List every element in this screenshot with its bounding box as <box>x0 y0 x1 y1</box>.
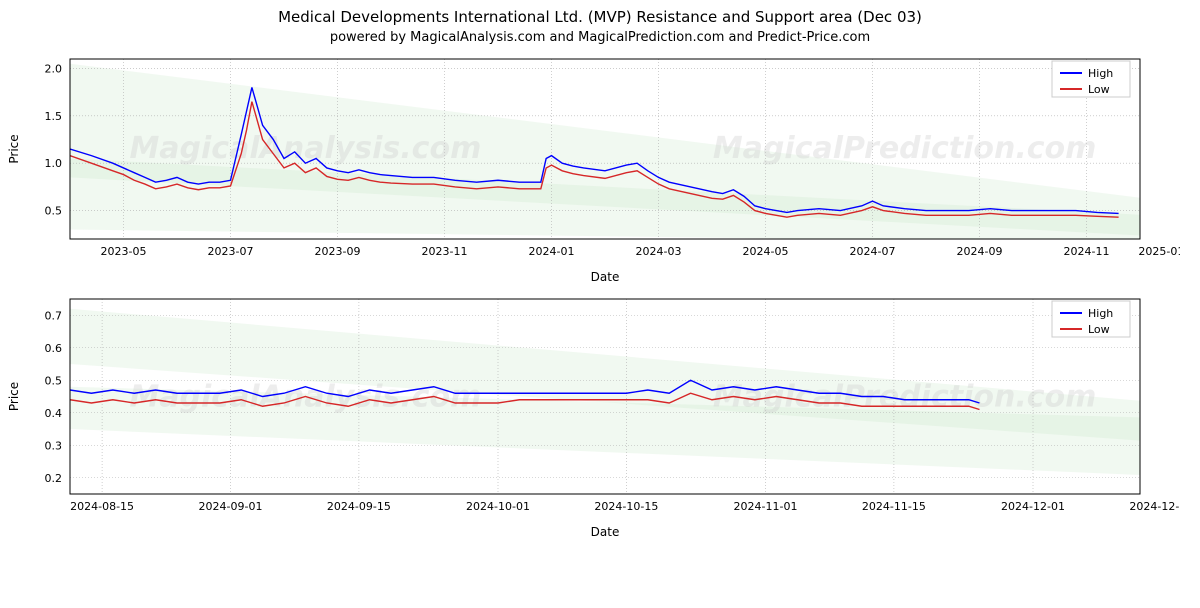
x-tick-label: 2024-07 <box>850 245 896 258</box>
x-tick-label: 2024-01 <box>529 245 575 258</box>
y-tick-label: 0.6 <box>45 342 63 355</box>
x-tick-label: 2023-09 <box>315 245 361 258</box>
x-tick-label: 2024-05 <box>743 245 789 258</box>
chart-2-svg: 0.2 0.3 0.4 0.5 0.6 0.7 2024-08-15 2024-09-01 20… <box>0 289 1180 544</box>
x-tick-label: 2024-10-15 <box>594 500 658 513</box>
chart-2-container: 0.2 0.3 0.4 0.5 0.6 0.7 2024-08-15 2024-09-01 20… <box>0 289 1200 544</box>
y-tick-label: 1.0 <box>45 157 63 170</box>
chart-1-svg: 0.5 1.0 1.5 2.0 2023-05 2023-07 2023-09 2023-11… <box>0 49 1180 289</box>
watermark-left: MagicalAnalysis.com <box>129 131 481 166</box>
y-tick-label: 0.4 <box>45 407 63 420</box>
x-tick-label: 2024-08-15 <box>70 500 134 513</box>
x-tick-label: 2024-09-15 <box>327 500 391 513</box>
watermark-right: MagicalPrediction.com <box>713 131 1097 166</box>
legend-label: Low <box>1088 83 1110 96</box>
x-tick-label: 2024-12-01 <box>1001 500 1065 513</box>
x-tick-label: 2025-01 <box>1138 245 1180 258</box>
x-tick-label: 2024-03 <box>636 245 682 258</box>
x-tick-label: 2023-11 <box>422 245 468 258</box>
chart-title: Medical Developments International Ltd. … <box>0 8 1200 26</box>
y-tick-label: 1.5 <box>45 110 63 123</box>
chart-subtitle: powered by MagicalAnalysis.com and Magic… <box>0 30 1200 45</box>
x-tick-label: 2024-11-15 <box>862 500 926 513</box>
x-tick-label: 2024-09 <box>957 245 1003 258</box>
y-tick-label: 0.5 <box>45 374 63 387</box>
x-tick-label: 2024-09-01 <box>199 500 263 513</box>
y-axis-label: Price <box>7 134 21 163</box>
x-tick-label: 2024-11-01 <box>734 500 798 513</box>
x-tick-label: 2024-12-15 <box>1129 500 1180 513</box>
x-axis-label: Date <box>591 525 620 539</box>
x-tick-label: 2024-10-01 <box>466 500 530 513</box>
legend-label: High <box>1088 67 1113 80</box>
y-tick-label: 2.0 <box>45 62 63 75</box>
x-tick-label: 2023-07 <box>208 245 254 258</box>
y-tick-label: 0.2 <box>45 472 63 485</box>
x-tick-label: 2024-11 <box>1064 245 1110 258</box>
legend-label: High <box>1088 307 1113 320</box>
y-tick-label: 0.7 <box>45 309 63 322</box>
y-tick-label: 0.3 <box>45 439 63 452</box>
y-tick-label: 0.5 <box>45 205 63 218</box>
y-axis-label: Price <box>7 382 21 411</box>
legend-label: Low <box>1088 323 1110 336</box>
chart-1-container: 0.5 1.0 1.5 2.0 2023-05 2023-07 2023-09 2023-11… <box>0 49 1200 289</box>
x-axis-label: Date <box>591 270 620 284</box>
x-tick-label: 2023-05 <box>101 245 147 258</box>
